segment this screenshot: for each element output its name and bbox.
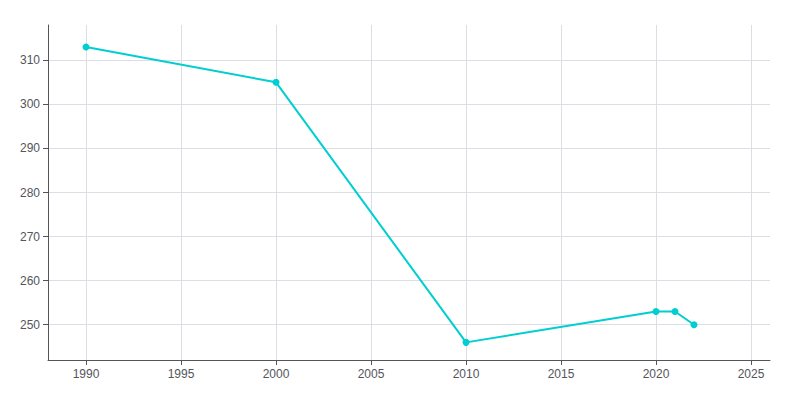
svg-text:310: 310 <box>20 53 40 67</box>
svg-text:2020: 2020 <box>643 367 670 381</box>
svg-text:2005: 2005 <box>358 367 385 381</box>
svg-text:2015: 2015 <box>548 367 575 381</box>
svg-text:1990: 1990 <box>73 367 100 381</box>
svg-text:270: 270 <box>20 230 40 244</box>
svg-text:2025: 2025 <box>738 367 765 381</box>
svg-text:250: 250 <box>20 318 40 332</box>
svg-text:300: 300 <box>20 97 40 111</box>
svg-text:290: 290 <box>20 141 40 155</box>
svg-text:1995: 1995 <box>168 367 195 381</box>
svg-text:2000: 2000 <box>263 367 290 381</box>
svg-text:260: 260 <box>20 274 40 288</box>
svg-text:2010: 2010 <box>453 367 480 381</box>
svg-text:280: 280 <box>20 186 40 200</box>
